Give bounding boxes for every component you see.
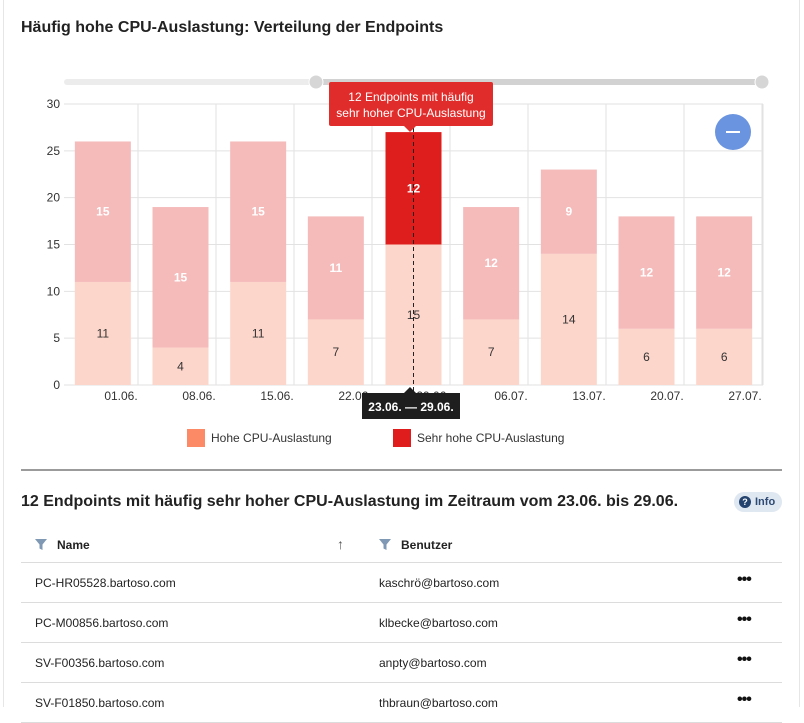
data-label: 6: [643, 350, 650, 364]
legend-swatch-very-high: [393, 429, 411, 447]
y-tick-label: 5: [53, 331, 60, 345]
section-divider: [21, 469, 782, 471]
data-label: 11: [97, 326, 110, 340]
tooltip-pointer: [404, 126, 416, 132]
legend-swatch-high: [187, 429, 205, 447]
x-tick-label: 13.07.: [572, 389, 605, 403]
y-tick-label: 15: [47, 238, 61, 252]
chart-title: Häufig hohe CPU-Auslastung: Verteilung d…: [21, 19, 444, 36]
bar-segment-high[interactable]: [540, 253, 597, 385]
bar-segment-very-high[interactable]: [540, 169, 597, 254]
crosshair-label-pointer: [404, 387, 416, 393]
bar-segment-high[interactable]: [74, 281, 131, 385]
bar-segment-very-high[interactable]: [618, 216, 675, 329]
data-label: 9: [565, 205, 572, 219]
x-tick-label: 20.07.: [650, 389, 683, 403]
data-label: 15: [251, 205, 265, 219]
filter-icon[interactable]: [35, 539, 47, 551]
data-label: 12: [484, 256, 498, 270]
data-label: 14: [562, 312, 576, 326]
bar-segment-high[interactable]: [230, 281, 287, 385]
user-email: kaschrö@bartoso.com: [379, 576, 500, 590]
column-header-name[interactable]: Name: [35, 538, 90, 552]
bar-segment-very-high[interactable]: [152, 207, 209, 348]
zoom-handle-right[interactable]: [754, 74, 770, 90]
bar-segment-very-high[interactable]: [696, 216, 753, 329]
bar-segment-very-high[interactable]: [74, 141, 131, 282]
table-row[interactable]: PC-M00856.bartoso.com klbecke@bartoso.co…: [21, 603, 782, 643]
user-email: anpty@bartoso.com: [379, 656, 487, 670]
data-label: 7: [332, 345, 339, 359]
endpoint-name: SV-F00356.bartoso.com: [35, 656, 165, 670]
table-row[interactable]: SV-F01850.bartoso.com thbraun@bartoso.co…: [21, 683, 782, 723]
crosshair-label: 23.06. — 29.06.: [368, 400, 453, 414]
table-row[interactable]: SV-F00356.bartoso.com anpty@bartoso.com …: [21, 643, 782, 683]
data-label: 6: [721, 350, 728, 364]
user-email: thbraun@bartoso.com: [379, 696, 498, 710]
legend-label-high: Hohe CPU-Auslastung: [211, 431, 332, 445]
data-label: 15: [174, 270, 188, 284]
data-label: 15: [96, 205, 110, 219]
data-label: 12: [640, 266, 654, 280]
x-tick-label: 01.06.: [104, 389, 137, 403]
legend-label-very-high: Sehr hohe CPU-Auslastung: [417, 431, 565, 445]
table-row[interactable]: PC-HR05528.bartoso.com kaschrö@bartoso.c…: [21, 563, 782, 603]
x-tick-label: 15.06.: [260, 389, 293, 403]
more-options-icon[interactable]: •••: [737, 611, 752, 628]
chart-area: 05101520253001.06.08.06.15.06.22.06.29.0…: [47, 74, 770, 419]
endpoint-name: PC-M00856.bartoso.com: [35, 616, 169, 630]
data-label: 15: [407, 308, 421, 322]
tooltip-text-line: 12 Endpoints mit häufig: [348, 90, 473, 104]
sort-ascending-icon[interactable]: ↑: [337, 536, 344, 552]
zoom-handle-left[interactable]: [308, 74, 324, 90]
x-tick-label: 08.06.: [182, 389, 215, 403]
endpoint-name: SV-F01850.bartoso.com: [35, 696, 165, 710]
legend-item-very-high[interactable]: Sehr hohe CPU-Auslastung: [393, 429, 564, 447]
data-label: 11: [252, 326, 265, 340]
endpoint-name: PC-HR05528.bartoso.com: [35, 576, 176, 590]
data-label: 11: [329, 261, 342, 275]
table-title: 12 Endpoints mit häufig sehr hoher CPU-A…: [21, 493, 679, 510]
column-label-user: Benutzer: [401, 538, 453, 552]
filter-icon[interactable]: [379, 539, 391, 551]
legend-item-high[interactable]: Hohe CPU-Auslastung: [187, 429, 332, 447]
y-tick-label: 20: [47, 191, 61, 205]
column-header-user[interactable]: Benutzer: [379, 538, 452, 552]
data-label: 12: [407, 181, 421, 195]
bar-segment-high[interactable]: [307, 319, 364, 385]
y-tick-label: 30: [47, 97, 61, 111]
x-tick-label: 06.07.: [494, 389, 527, 403]
info-button[interactable]: ? Info: [734, 492, 783, 512]
data-label: 12: [717, 266, 731, 280]
y-tick-label: 25: [47, 144, 61, 158]
y-tick-label: 0: [53, 378, 60, 392]
tooltip-text-line: sehr hoher CPU-Auslastung: [336, 106, 485, 120]
more-options-icon[interactable]: •••: [737, 651, 752, 668]
bar-segment-high[interactable]: [463, 319, 520, 385]
column-label-name: Name: [57, 538, 90, 552]
x-tick-label: 27.07.: [728, 389, 761, 403]
y-tick-label: 10: [47, 284, 61, 298]
data-label: 7: [488, 345, 495, 359]
more-options-icon[interactable]: •••: [737, 571, 752, 588]
more-options-icon[interactable]: •••: [737, 691, 752, 708]
bar-segment-very-high[interactable]: [463, 207, 520, 320]
tooltip-box: [329, 82, 493, 126]
bar-segment-very-high[interactable]: [307, 216, 364, 320]
data-label: 4: [177, 359, 184, 373]
info-label: Info: [755, 496, 776, 508]
crosshair-label-box: [362, 393, 460, 419]
table-header: Name ↑ Benutzer: [21, 528, 782, 563]
bar-segment-very-high[interactable]: [230, 141, 287, 282]
bar-segment-high[interactable]: [618, 328, 675, 385]
zoom-track-left[interactable]: [64, 79, 316, 85]
bar-segment-high[interactable]: [696, 328, 753, 385]
user-email: klbecke@bartoso.com: [379, 616, 498, 630]
bar-segment-high[interactable]: [152, 347, 209, 385]
question-icon: ?: [739, 496, 751, 508]
